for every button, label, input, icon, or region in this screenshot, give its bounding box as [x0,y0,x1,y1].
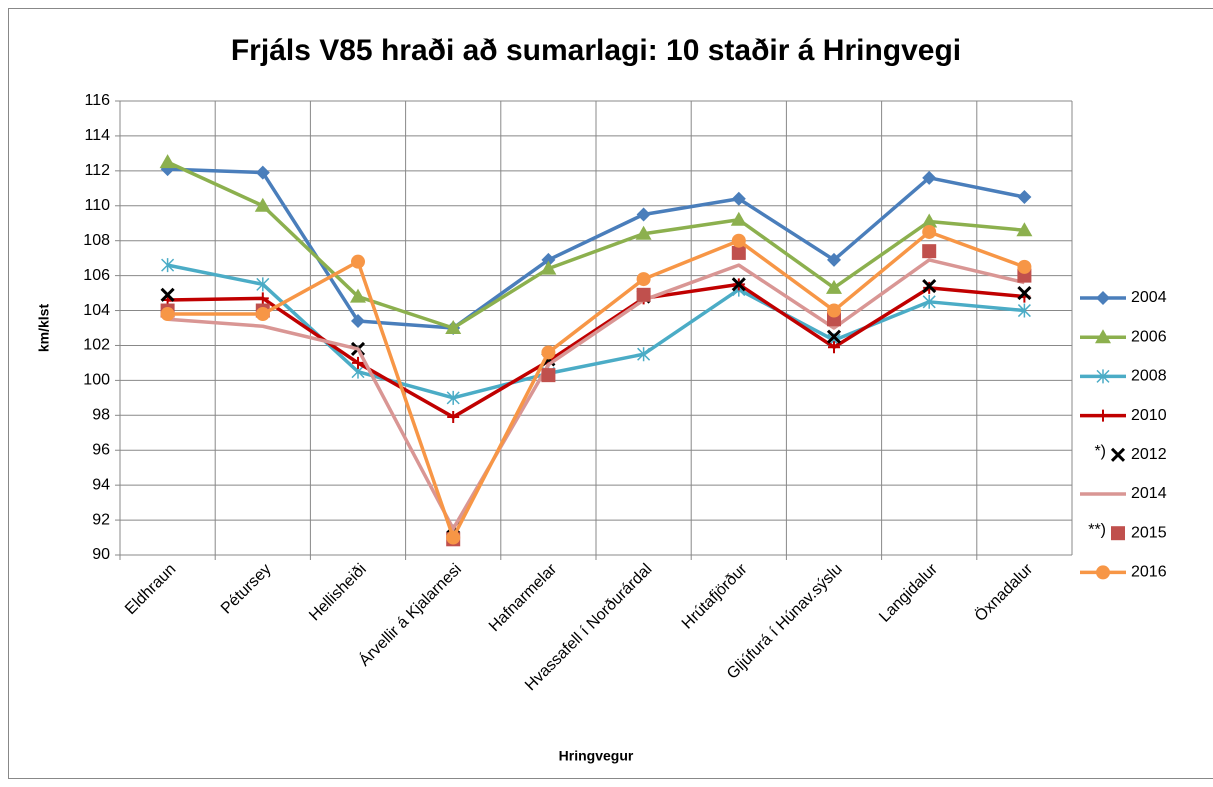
marker-asterisk [161,258,175,273]
legend-label: 2016 [1131,564,1167,581]
legend-note: **) [1088,521,1106,538]
marker-plus [447,411,460,424]
y-tick-label: 106 [83,267,110,284]
legend-label: 2012 [1131,446,1167,463]
marker-x [1017,286,1032,301]
marker-square [541,368,556,383]
chart-frame [8,8,1213,779]
marker-triangle [826,279,842,294]
series-line [166,160,1025,330]
y-tick-label: 104 [83,302,110,319]
y-tick-label: 102 [83,337,110,354]
chart-title: Frjáls V85 hraði að sumarlagi: 10 staðir… [231,34,961,67]
legend-note: *) [1094,443,1106,460]
marker-circle [255,307,270,322]
marker-diamond [922,170,937,185]
legend-label: 2014 [1131,485,1167,502]
marker-asterisk [922,294,936,309]
marker-asterisk [1096,369,1110,384]
y-tick-label: 92 [92,511,110,528]
marker-circle [636,272,651,287]
marker-square [731,245,746,260]
marker-circle [827,303,841,318]
marker-plus [352,356,364,369]
y-tick-label: 116 [84,92,110,109]
marker-triangle [1095,329,1111,344]
marker-circle [731,233,746,248]
marker-asterisk [446,390,460,405]
y-tick-label: 112 [84,162,110,179]
marker-square [1111,526,1125,541]
marker-triangle [635,225,652,240]
legend-label: 2004 [1131,289,1167,306]
legend-entry: *) 2012 [1094,443,1166,463]
series-line [167,263,1025,400]
series-line [167,167,1025,330]
marker-triangle [730,211,747,226]
marker-triangle [1016,222,1033,237]
marker-plus [1097,409,1109,422]
legend-entry: 2014 [1080,485,1167,502]
marker-square [922,244,937,259]
marker-asterisk [1017,303,1031,318]
legend-entry: 2004 [1080,289,1167,306]
legend-label: 2006 [1131,328,1167,345]
marker-square [636,287,651,302]
marker-diamond [541,252,556,267]
x-axis-label: Hringvegur [559,748,634,764]
y-tick-label: 114 [84,127,110,144]
marker-diamond [827,252,841,267]
y-tick-label: 90 [92,546,110,563]
marker-plus [256,292,269,305]
marker-triangle [159,154,176,169]
marker-circle [922,224,937,239]
marker-x [160,287,175,302]
marker-diamond [351,314,365,329]
marker-x [826,329,842,344]
marker-circle [1096,565,1110,580]
marker-diamond [1096,291,1110,305]
marker-circle [446,530,461,545]
marker-triangle [254,197,271,212]
marker-triangle [350,288,366,303]
marker-diamond [1017,190,1032,205]
y-tick-label: 96 [92,441,110,458]
marker-diamond [255,165,270,180]
marker-plus [828,341,840,354]
marker-circle [541,345,556,360]
marker-diamond [636,207,651,222]
marker-triangle [921,213,938,228]
marker-circle [351,254,365,269]
y-tick-label: 94 [92,476,110,493]
marker-circle [160,307,175,322]
marker-diamond [731,191,746,206]
marker-circle [1017,259,1032,274]
marker-asterisk [256,277,270,292]
series-line [167,230,1026,540]
y-tick-label: 100 [83,372,110,389]
legend-label: 2015 [1131,524,1167,541]
y-tick-label: 110 [84,197,110,214]
marker-x [731,277,746,292]
y-tick-label: 108 [83,232,110,249]
marker-asterisk [637,347,651,362]
legend-entry: 2008 [1080,368,1167,385]
legend-entry: 2006 [1080,328,1167,345]
y-axis-label: km/klst [36,304,52,353]
legend-entry: **) 2015 [1088,521,1166,541]
series-line [167,258,1025,531]
y-tick-label: 98 [92,407,110,424]
legend-entry: 2016 [1080,564,1167,581]
marker-x [1110,447,1126,462]
marker-triangle [445,320,462,334]
legend-entry: 2010 [1080,407,1167,424]
legend-label: 2008 [1131,368,1167,385]
legend-label: 2010 [1131,407,1167,424]
marker-x [922,279,937,294]
marker-triangle [540,260,557,275]
series-line [167,282,1025,419]
